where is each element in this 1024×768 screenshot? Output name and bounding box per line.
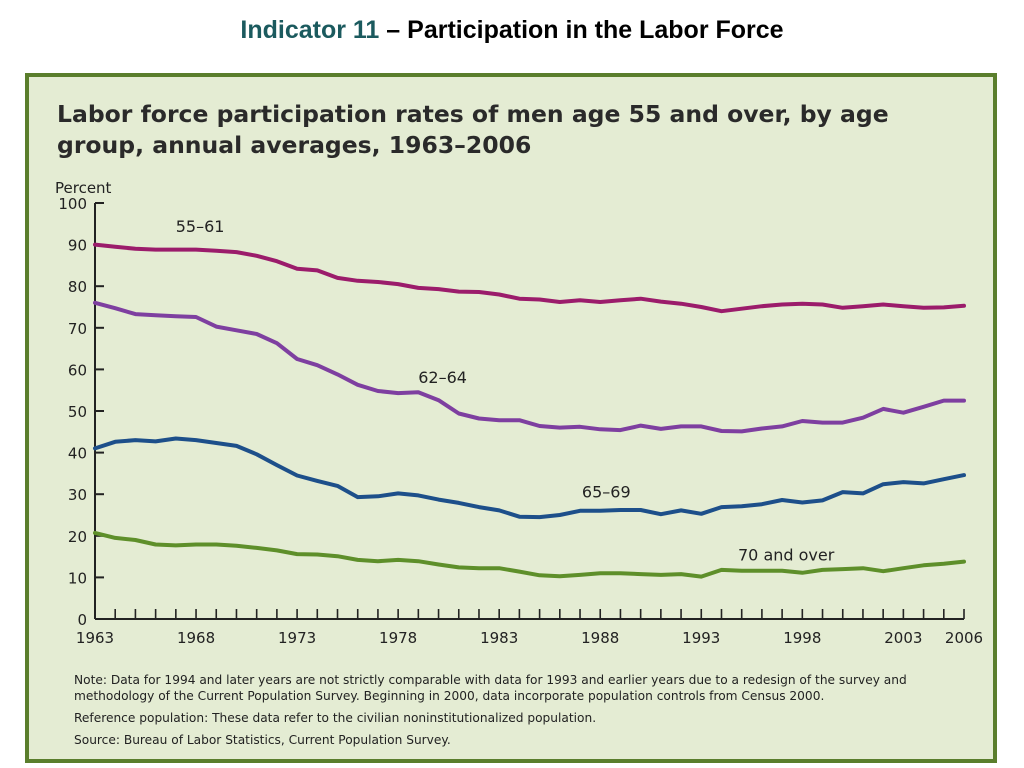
- source-text: Source: Bureau of Labor Statistics, Curr…: [74, 733, 451, 747]
- series-line-1: [93, 242, 966, 314]
- y-tick-label: 40: [68, 445, 87, 463]
- y-tick-label: 0: [77, 611, 87, 629]
- y-tick-label: 50: [68, 403, 87, 421]
- series-label-3: 65–69: [582, 483, 631, 502]
- x-tick-label: 1988: [581, 629, 619, 647]
- slide-title-accent: Indicator 11: [240, 16, 380, 44]
- y-tick-label: 100: [58, 195, 87, 213]
- series-label-4: 70 and over: [738, 545, 835, 564]
- series-label-1: 55–61: [176, 217, 225, 236]
- chart-title: Labor force participation rates of men a…: [57, 100, 889, 159]
- series-line-3: [93, 436, 966, 520]
- y-axis-label: Percent: [55, 179, 112, 197]
- x-tick-label: 1993: [682, 629, 720, 647]
- y-tick-label: 30: [68, 486, 87, 504]
- series-label-2: 62–64: [418, 368, 467, 387]
- series-line-4: [93, 530, 966, 579]
- note-text: Note: Data for 1994 and later years are …: [74, 673, 907, 703]
- y-tick-label: 20: [68, 528, 87, 546]
- y-tick-label: 60: [68, 361, 87, 379]
- y-tick-label: 70: [68, 320, 87, 338]
- series-line-2: [93, 300, 966, 434]
- x-tick-label: 1998: [783, 629, 821, 647]
- slide-title-rest: – Participation in the Labor Force: [379, 16, 784, 44]
- x-tick-label: 1973: [278, 629, 316, 647]
- y-tick-label: 80: [68, 278, 87, 296]
- x-tick-label: 1978: [379, 629, 417, 647]
- x-tick-label: 2003: [884, 629, 922, 647]
- reference-text: Reference population: These data refer t…: [74, 711, 597, 725]
- slide-title: Indicator 11 – Participation in the Labo…: [0, 16, 1024, 45]
- y-tick-label: 90: [68, 237, 87, 255]
- x-tick-label: 1963: [76, 629, 114, 647]
- chart-notes: Note: Data for 1994 and later years are …: [74, 672, 974, 754]
- x-tick-label: 2006: [945, 629, 983, 647]
- chart-panel: Labor force participation rates of men a…: [25, 73, 997, 763]
- x-tick-label: 1968: [177, 629, 215, 647]
- y-tick-label: 10: [68, 569, 87, 587]
- line-chart: Percent 0 10 20 30 40 50 60 70 80 90 100 1963 1968 197…: [55, 179, 983, 647]
- x-tick-label: 1983: [480, 629, 518, 647]
